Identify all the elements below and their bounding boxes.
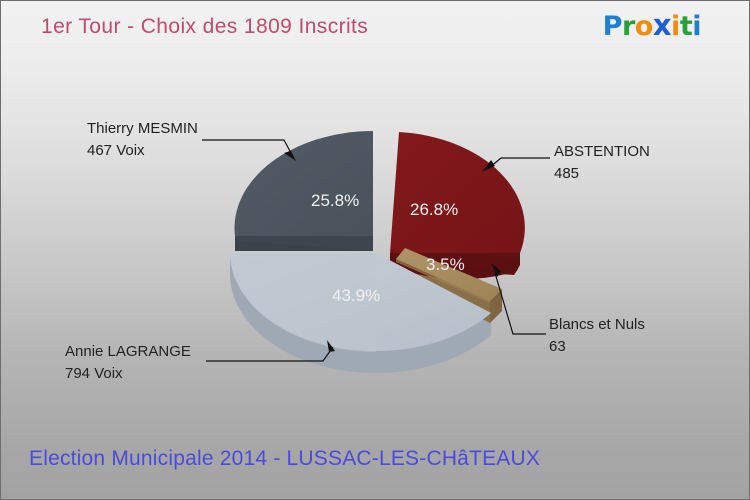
callout-abstention-name: ABSTENTION [554, 143, 650, 160]
slice-top-mesmin[interactable] [234, 131, 373, 236]
logo-letter-r: r [621, 11, 635, 42]
callout-lagrange-name: Annie LAGRANGE [65, 343, 191, 360]
callout-mesmin: Thierry MESMIN 467 Voix [87, 118, 198, 162]
callout-mesmin-votes: 467 Voix [87, 141, 145, 159]
logo-letter-t: t [679, 11, 693, 42]
slice-percent-abstention: 26.8% [410, 200, 458, 219]
callout-lagrange: Annie LAGRANGE 794 Voix [65, 341, 191, 385]
logo-letter-x: x [652, 8, 672, 42]
callout-abstention-votes: 485 [554, 164, 580, 182]
proxiti-logo[interactable]: Proxiti [602, 8, 702, 42]
logo-letter-i2: i [692, 11, 701, 42]
slice-top-lagrange[interactable] [230, 253, 491, 352]
logo-letter-i1: i [671, 11, 680, 42]
logo-letter-p: P [602, 11, 623, 42]
slice-percent-mesmin: 25.8% [311, 191, 359, 210]
callout-mesmin-name: Thierry MESMIN [87, 120, 198, 137]
callout-abstention: ABSTENTION 485 [554, 141, 650, 185]
logo-letter-o: o [634, 11, 654, 42]
slice-top-abstention[interactable] [390, 132, 525, 253]
page-title: 1er Tour - Choix des 1809 Inscrits [41, 15, 369, 38]
callout-arrowheads [284, 151, 501, 352]
slice-percent-lagrange: 43.9% [332, 286, 380, 305]
callout-blancs-name: Blancs et Nuls [549, 316, 645, 333]
callout-blancs: Blancs et Nuls 63 [549, 314, 645, 358]
slice-side-mesmin [235, 236, 373, 251]
chart-subtitle: Election Municipale 2014 - LUSSAC-LES-CH… [29, 447, 541, 470]
callout-lagrange-votes: 794 Voix [65, 364, 123, 382]
callout-blancs-votes: 63 [549, 337, 566, 355]
slice-side-lagrange [230, 253, 491, 374]
slice-percent-blancs: 3.5% [426, 255, 465, 274]
slice-top-blancs[interactable] [396, 248, 502, 303]
